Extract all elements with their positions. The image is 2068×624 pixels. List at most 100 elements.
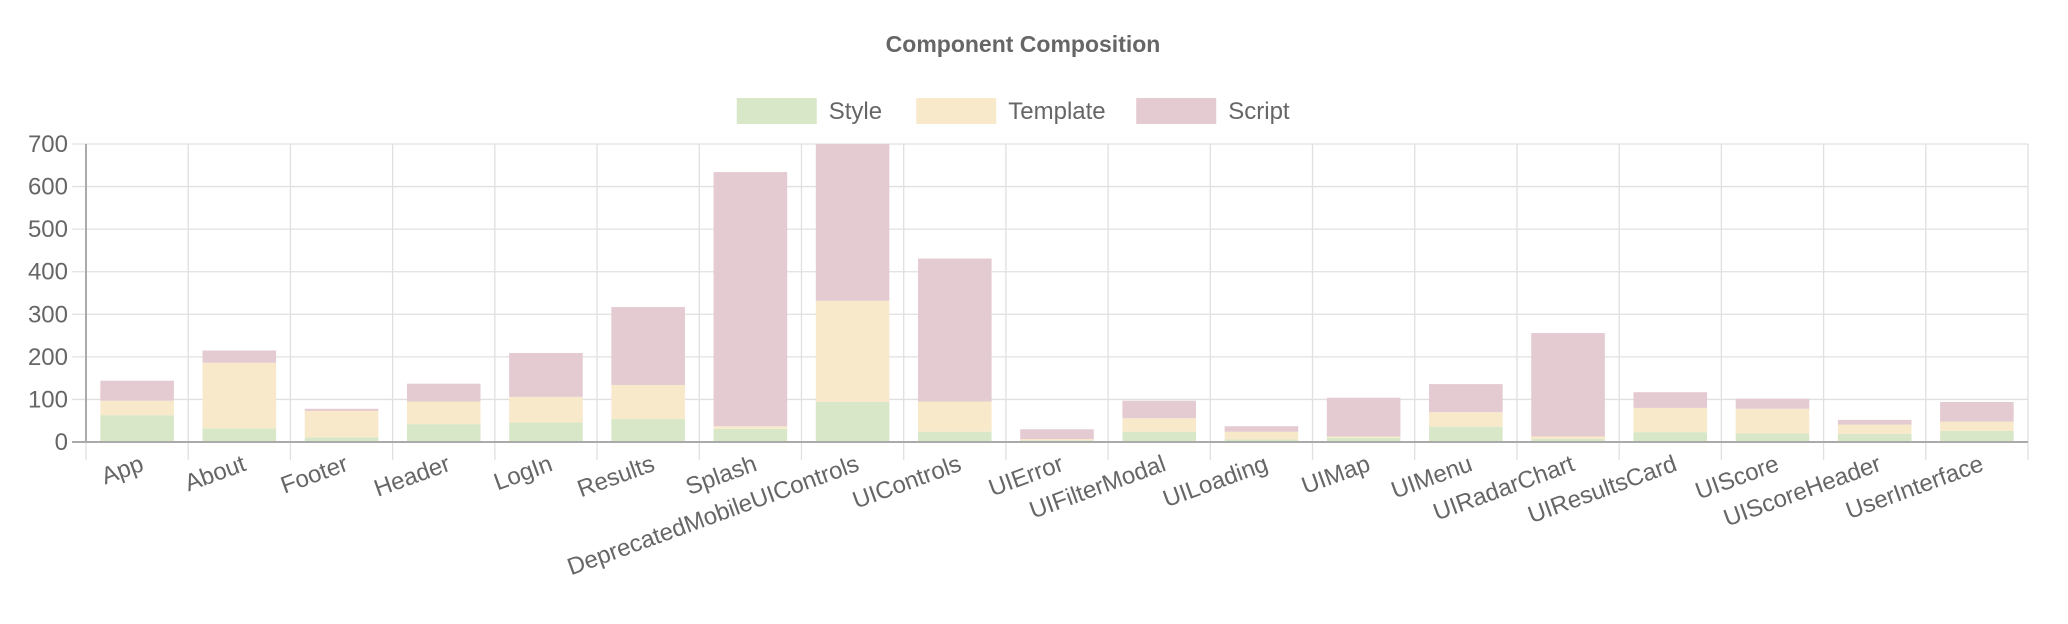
bar-style-uiradarchart <box>1531 439 1605 442</box>
bar-script-uiresultscard <box>1633 392 1708 408</box>
bar-template-uicontrols <box>917 401 992 432</box>
bar-stack-header <box>406 383 481 442</box>
bar-template-login <box>509 396 583 423</box>
legend-swatch-style <box>736 98 817 124</box>
bar-script-splash <box>713 172 788 427</box>
y-tick-label: 0 <box>55 429 68 456</box>
bar-template-splash <box>713 426 788 429</box>
y-tick-label: 400 <box>28 259 68 286</box>
bar-style-userinterface <box>1940 430 2014 442</box>
bar-stack-splash <box>713 172 788 442</box>
y-tick-label: 500 <box>28 216 68 243</box>
bar-style-uiresultscard <box>1633 432 1708 442</box>
legend-item-template[interactable]: Template <box>916 98 1106 125</box>
bar-style-uifiltermodal <box>1122 431 1197 442</box>
bar-template-uiloading <box>1224 431 1299 440</box>
bar-template-uiscore <box>1735 408 1810 434</box>
grid-lines <box>72 143 2029 460</box>
bar-template-userinterface <box>1940 421 2014 431</box>
bar-stack-results <box>611 307 685 442</box>
bars <box>100 144 2014 442</box>
bar-stack-about <box>202 350 277 442</box>
legend-label-script: Script <box>1228 98 1290 125</box>
bar-template-deprecatedmobileuicontrols <box>815 300 890 402</box>
legend-swatch-script <box>1136 98 1217 124</box>
bar-template-footer <box>304 410 379 438</box>
bar-stack-uierror <box>1020 429 1094 442</box>
x-tick-label-results: Results <box>574 450 658 503</box>
bar-stack-uifiltermodal <box>1122 400 1197 442</box>
bar-template-app <box>100 400 174 416</box>
bar-script-uicontrols <box>917 258 992 402</box>
bar-script-app <box>100 380 174 401</box>
bar-stack-uimap <box>1326 397 1401 442</box>
bar-style-uiscore <box>1735 433 1810 442</box>
bar-style-login <box>509 422 583 442</box>
bar-stack-app <box>100 380 174 442</box>
chart-title: Component Composition <box>886 31 1161 57</box>
bar-template-uimap <box>1326 436 1401 438</box>
bar-stack-deprecatedmobileuicontrols <box>815 144 890 442</box>
x-axis-ticks: App About Footer Header LogIn Results SplashDe… <box>98 450 1987 581</box>
bar-stack-login <box>509 353 583 442</box>
bar-script-about <box>202 350 277 363</box>
bar-stack-uiscoreheader <box>1837 419 1912 442</box>
bar-script-footer <box>304 408 379 411</box>
bar-script-uimap <box>1326 397 1401 437</box>
bar-style-uimenu <box>1429 426 1503 442</box>
bar-style-uimap <box>1326 437 1401 442</box>
x-tick-label-about: About <box>181 450 249 497</box>
y-axis-ticks: 0 100 200 300 400 500 600 700 <box>28 131 68 456</box>
bar-script-userinterface <box>1940 401 2014 422</box>
x-tick-label-uiloading: UILoading <box>1159 450 1271 513</box>
x-tick-label-login: LogIn <box>490 450 556 496</box>
bar-stack-uiresultscard <box>1633 392 1708 442</box>
legend-item-script[interactable]: Script <box>1136 98 1290 125</box>
legend: Style Template Script <box>736 98 1290 125</box>
bar-stack-footer <box>304 408 379 442</box>
bar-style-splash <box>713 428 788 442</box>
x-tick-label-footer: Footer <box>277 450 351 499</box>
y-tick-label: 700 <box>28 131 68 158</box>
bar-script-login <box>509 353 583 397</box>
bar-script-header <box>406 383 481 402</box>
bar-script-uifiltermodal <box>1122 400 1197 419</box>
bar-template-uierror <box>1020 439 1094 441</box>
bar-script-uiradarchart <box>1531 333 1605 437</box>
bar-template-uiscoreheader <box>1837 424 1912 434</box>
y-tick-label: 200 <box>28 344 68 371</box>
bar-script-uiloading <box>1224 426 1299 432</box>
bar-script-uiscoreheader <box>1837 419 1912 425</box>
axes <box>72 144 2028 443</box>
y-tick-label: 300 <box>28 301 68 328</box>
bar-template-results <box>611 384 685 420</box>
bar-stack-userinterface <box>1940 401 2014 442</box>
bar-style-header <box>406 424 481 442</box>
legend-swatch-template <box>916 98 997 124</box>
bar-style-results <box>611 419 685 442</box>
x-tick-label-uicontrols: UIControls <box>849 450 965 514</box>
bar-style-uicontrols <box>917 431 992 442</box>
bar-template-uiradarchart <box>1531 436 1605 440</box>
bar-style-app <box>100 415 174 442</box>
bar-stack-uiscore <box>1735 398 1810 442</box>
bar-style-uiloading <box>1224 439 1299 442</box>
bar-template-uiresultscard <box>1633 407 1708 433</box>
bar-style-deprecatedmobileuicontrols <box>815 401 890 442</box>
bar-stack-uiloading <box>1224 426 1299 442</box>
x-tick-label-app: App <box>98 450 147 490</box>
x-tick-label-uimap: UIMap <box>1298 450 1374 500</box>
bar-script-deprecatedmobileuicontrols <box>815 144 890 301</box>
bar-script-results <box>611 307 685 385</box>
bar-template-about <box>202 362 277 429</box>
bar-script-uierror <box>1020 429 1094 440</box>
legend-item-style[interactable]: Style <box>736 98 882 125</box>
bar-script-uimenu <box>1429 384 1503 413</box>
bar-script-uiscore <box>1735 398 1810 409</box>
bar-style-footer <box>304 437 379 442</box>
y-tick-label: 600 <box>28 174 68 201</box>
bar-template-uimenu <box>1429 412 1503 427</box>
y-tick-label: 100 <box>28 386 68 413</box>
